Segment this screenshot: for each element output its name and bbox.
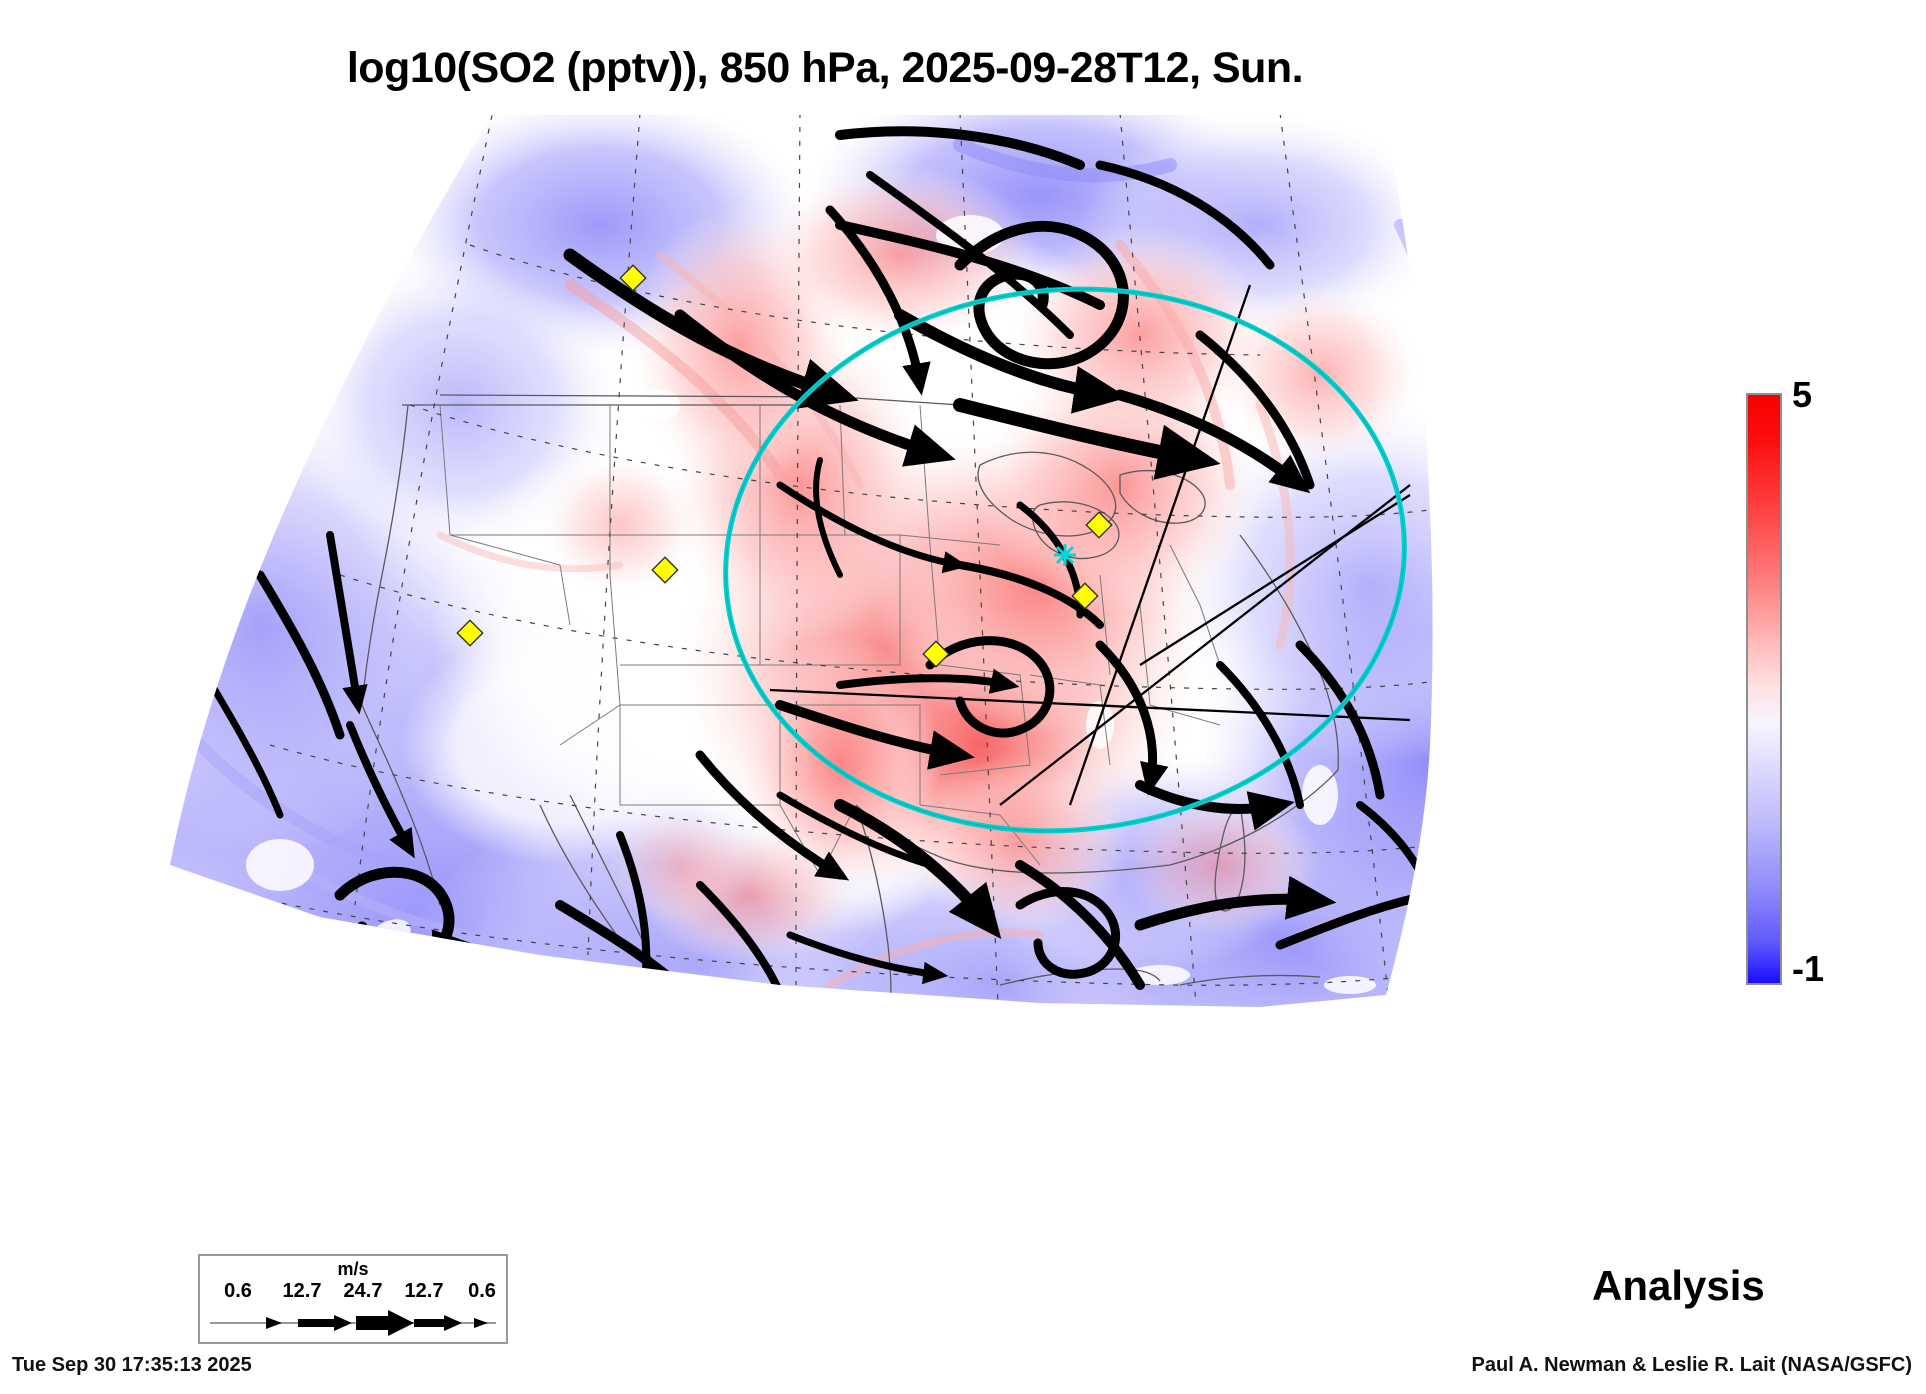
station-markers[interactable] (456, 264, 1113, 668)
radial-lines (769, 284, 1411, 806)
wind-unit-label: m/s (337, 1259, 369, 1279)
station-marker[interactable] (456, 619, 484, 647)
wind-tick-labels: 0.6 12.7 24.7 12.7 0.6 (200, 1280, 506, 1304)
wind-speed-legend: m/s 0.6 12.7 24.7 12.7 0.6 (198, 1254, 508, 1344)
wind-arrow-scale (210, 1310, 496, 1336)
page-title: log10(SO2 (pptv)), 850 hPa, 2025-09-28T1… (346, 44, 1304, 92)
colorbar-min-label: -1 (1792, 948, 1825, 989)
wind-tick-label: 24.7 (343, 1280, 383, 1302)
station-marker[interactable] (1071, 582, 1099, 610)
author-credit: Paul A. Newman & Leslie R. Lait (NASA/GS… (1471, 1354, 1912, 1376)
colorbar-gradient (1746, 393, 1782, 985)
map-plot[interactable] (140, 105, 1560, 1025)
flight-track-overlay (723, 284, 1411, 834)
colorbar[interactable]: 5 -1 (1740, 374, 1920, 989)
generation-timestamp: Tue Sep 30 17:35:13 2025 (12, 1354, 252, 1376)
station-marker[interactable] (922, 640, 950, 668)
wind-tick-label: 12.7 (404, 1280, 444, 1302)
wind-tick-label: 0.6 (224, 1280, 252, 1302)
station-marker[interactable] (619, 264, 647, 292)
analysis-label: Analysis (1592, 1262, 1765, 1309)
wind-tick-label: 12.7 (282, 1280, 322, 1302)
graticule-layer (199, 115, 1433, 1006)
colorbar-max-label: 5 (1792, 374, 1813, 415)
wind-tick-label: 0.6 (468, 1280, 496, 1302)
map-canvas[interactable] (140, 105, 1560, 1025)
station-marker[interactable] (651, 556, 679, 584)
center-marker (1054, 544, 1076, 566)
station-marker[interactable] (1085, 511, 1113, 539)
